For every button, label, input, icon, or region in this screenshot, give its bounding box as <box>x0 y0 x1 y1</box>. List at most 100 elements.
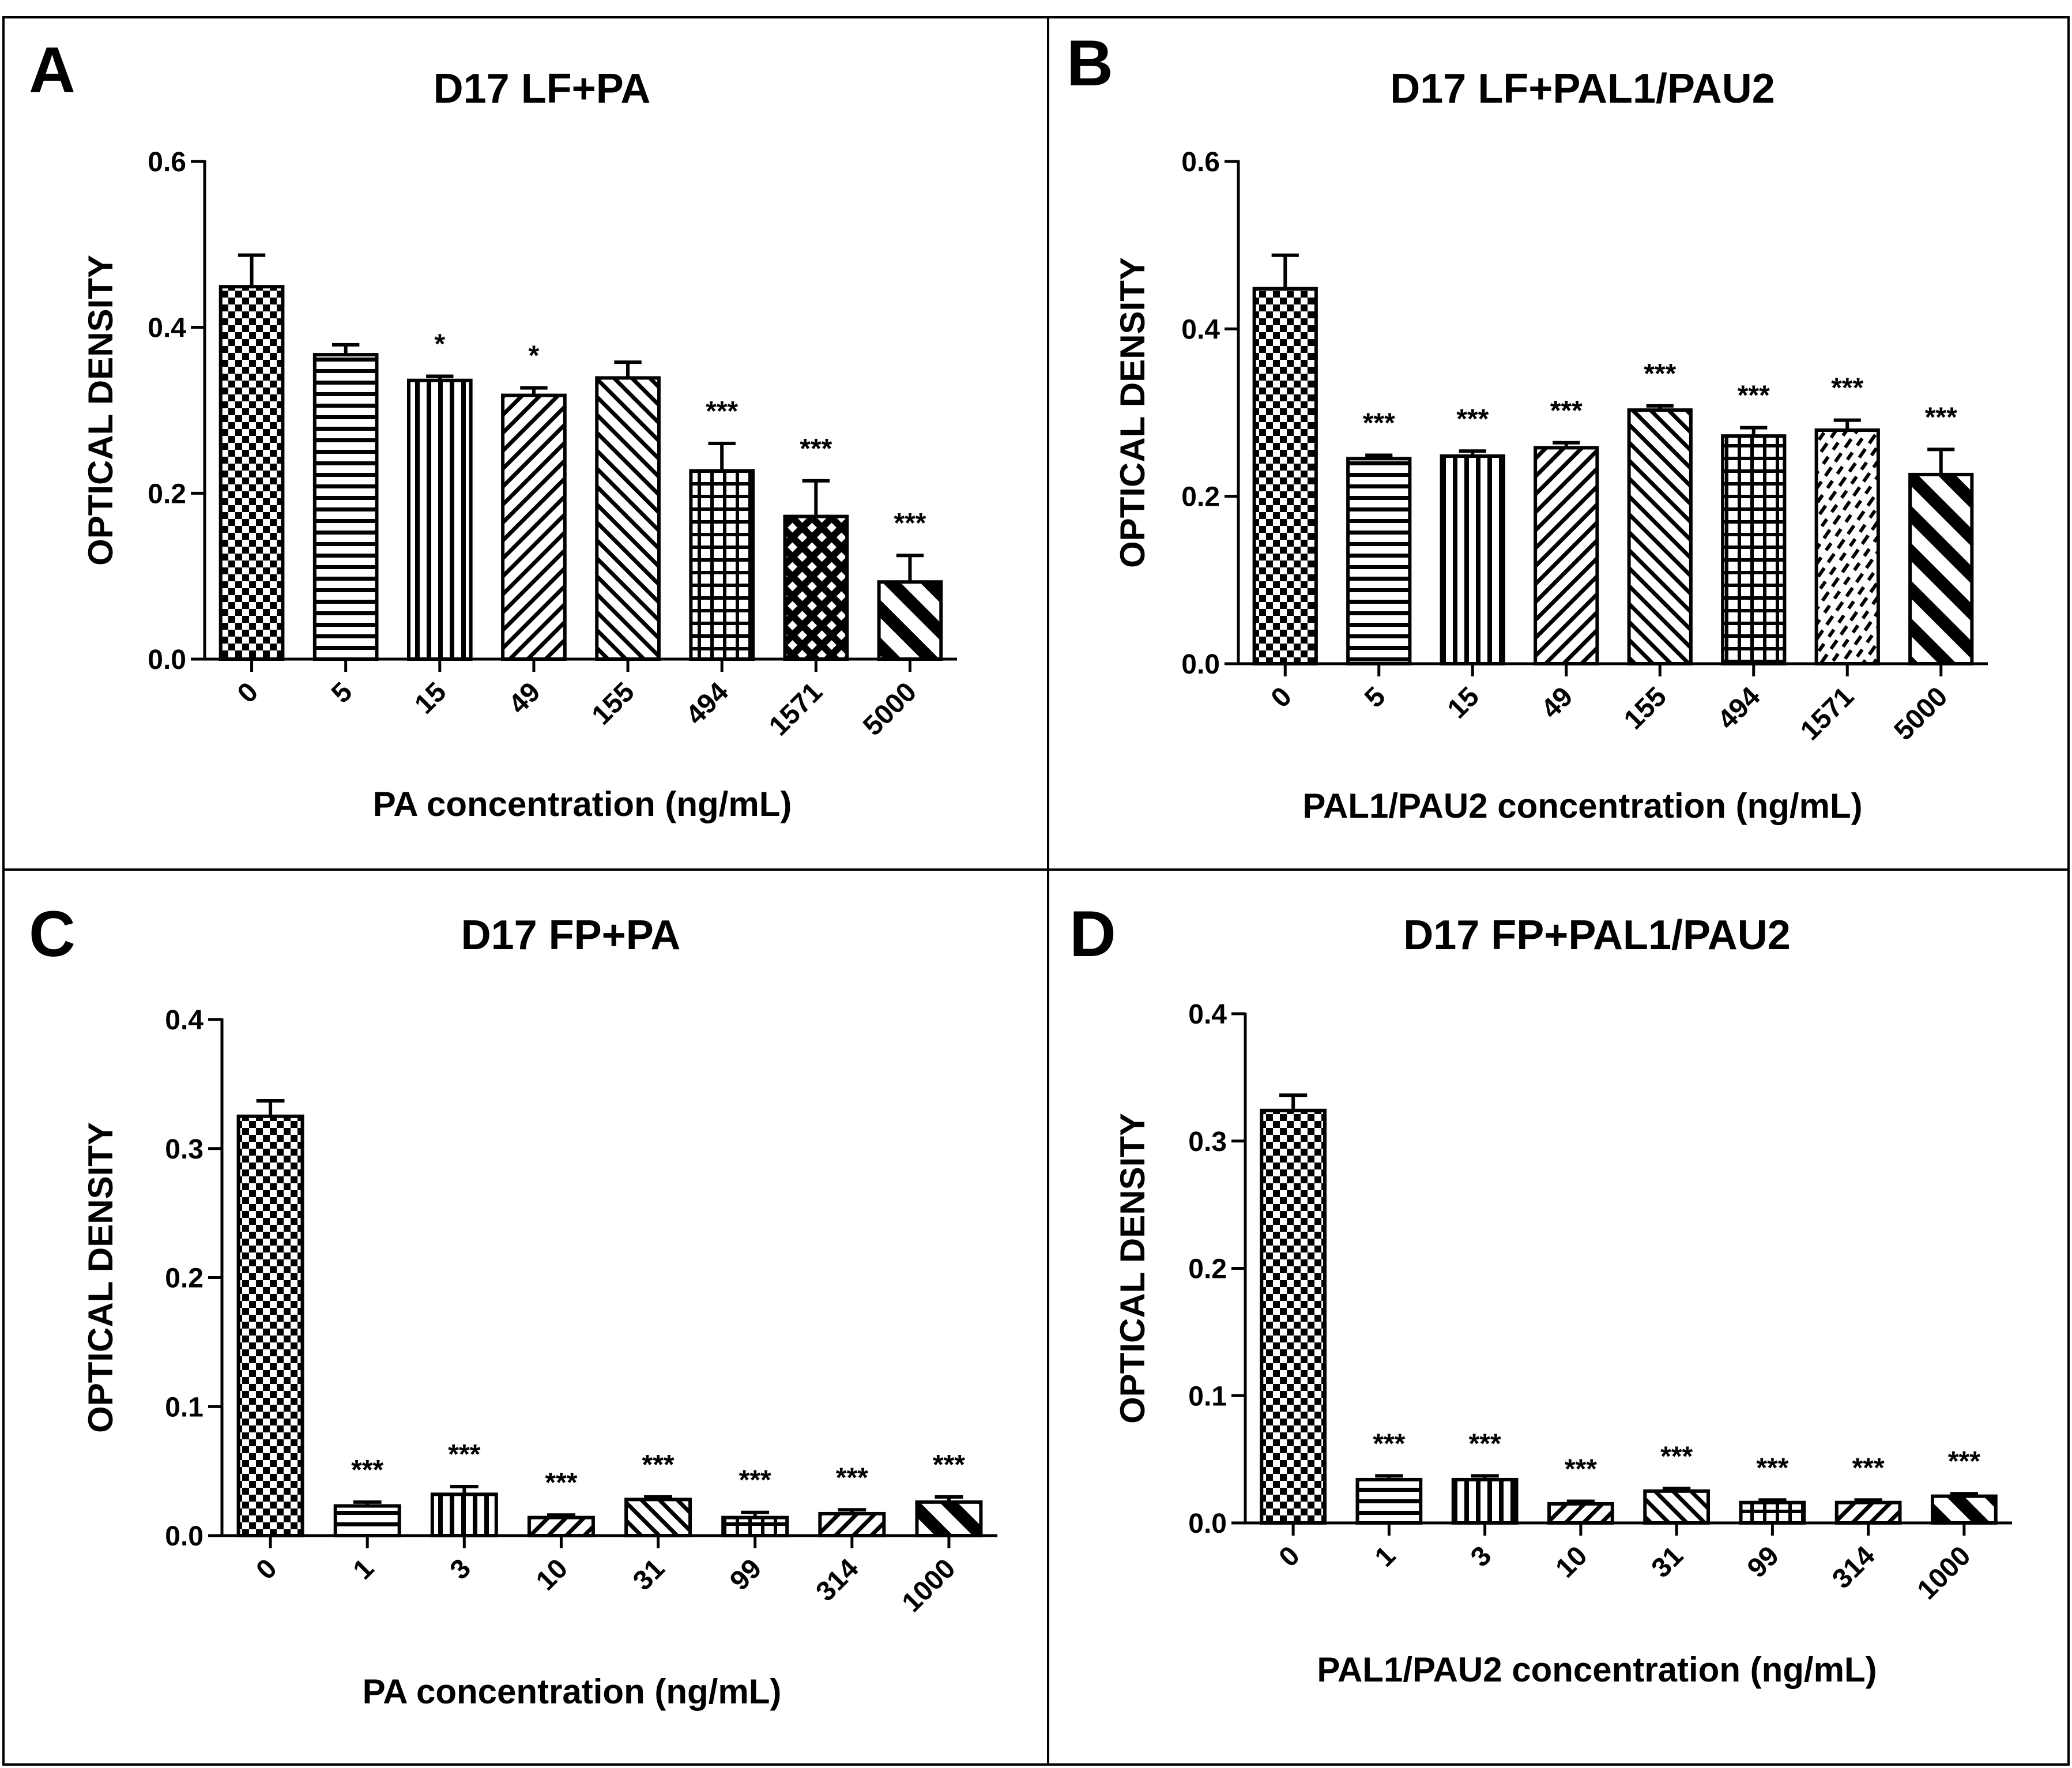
y-tick-label: 0.0 <box>148 645 186 675</box>
y-tick-label: 0.4 <box>148 313 186 344</box>
x-tick-label: 155 <box>1618 681 1672 735</box>
panel-letter: D <box>1069 898 1116 970</box>
y-tick-label: 0.0 <box>1188 1509 1227 1539</box>
bar <box>218 285 285 661</box>
significance-label: *** <box>933 1450 965 1480</box>
x-tick-label: 5000 <box>857 676 922 742</box>
significance-label: * <box>434 329 445 360</box>
bar <box>333 1504 401 1538</box>
bar <box>312 353 379 661</box>
x-axis-title: PA concentration (ng/mL) <box>363 1672 782 1711</box>
significance-label: *** <box>351 1455 383 1485</box>
bar <box>1451 1477 1519 1525</box>
panel-letter: B <box>1067 27 1113 99</box>
x-tick-label: 10 <box>1550 1540 1593 1583</box>
bar <box>1739 1500 1806 1525</box>
bar <box>1643 1489 1710 1525</box>
y-axis-title: OPTICAL DENSITY <box>81 255 120 566</box>
significance-label: *** <box>448 1439 480 1470</box>
bar <box>689 469 755 661</box>
significance-label: *** <box>1756 1453 1788 1483</box>
bar <box>783 514 849 661</box>
y-axis-title: OPTICAL DENSITY <box>81 1122 120 1433</box>
significance-label: * <box>529 341 540 371</box>
significance-label: *** <box>706 396 738 427</box>
significance-label: *** <box>1738 381 1770 411</box>
x-tick-label: 3 <box>1465 1540 1497 1573</box>
significance-label: *** <box>545 1468 577 1498</box>
bar <box>818 1511 886 1537</box>
y-tick-label: 0.1 <box>165 1392 204 1423</box>
bar <box>501 393 567 661</box>
x-tick-label: 15 <box>1442 681 1485 724</box>
significance-label: *** <box>1925 402 1957 432</box>
x-tick-label: 1 <box>348 1553 380 1585</box>
panel-letter: C <box>29 898 76 970</box>
y-tick-label: 0.0 <box>1181 649 1220 680</box>
x-tick-label: 3 <box>444 1553 477 1585</box>
x-tick-label: 1000 <box>1912 1540 1977 1605</box>
significance-label: *** <box>800 434 832 464</box>
bar <box>1440 454 1505 666</box>
x-tick-label: 494 <box>1712 681 1766 735</box>
significance-label: *** <box>1831 373 1863 404</box>
bar <box>1931 1494 1998 1525</box>
x-tick-label: 5 <box>326 676 358 709</box>
y-tick-label: 0.2 <box>165 1263 204 1294</box>
x-tick-label: 0 <box>1274 1540 1306 1573</box>
x-tick-label: 31 <box>1646 1540 1689 1583</box>
bar <box>1355 1477 1423 1525</box>
bar <box>721 1515 789 1538</box>
significance-label: *** <box>1660 1441 1693 1472</box>
panel-letter: A <box>29 34 76 106</box>
x-tick-label: 99 <box>724 1553 767 1596</box>
x-tick-label: 0 <box>232 676 264 709</box>
bar <box>1721 434 1787 665</box>
bar <box>1627 408 1693 666</box>
x-tick-label: 0 <box>250 1553 282 1585</box>
significance-label: *** <box>1550 396 1583 426</box>
y-tick-label: 0.2 <box>1188 1254 1227 1285</box>
x-tick-label: 494 <box>680 676 734 731</box>
y-tick-label: 0.6 <box>1181 147 1220 178</box>
bar <box>1814 428 1880 665</box>
x-tick-label: 31 <box>627 1553 670 1596</box>
panel-title: D17 FP+PAL1/PAU2 <box>1403 912 1791 958</box>
bar <box>915 1500 983 1537</box>
x-tick-label: 0 <box>1265 681 1298 713</box>
bar <box>624 1498 692 1538</box>
significance-label: *** <box>1469 1428 1501 1459</box>
bar <box>877 580 943 661</box>
bar <box>1547 1502 1614 1525</box>
significance-label: *** <box>836 1462 868 1493</box>
significance-label: *** <box>1565 1454 1597 1484</box>
x-tick-label: 49 <box>503 676 546 720</box>
bar <box>1834 1500 1902 1525</box>
y-tick-label: 0.3 <box>165 1134 204 1165</box>
bar <box>1346 457 1412 665</box>
significance-label: *** <box>1852 1453 1885 1483</box>
panel-c: C D17 FP+PA 0.0 0.1 0.2 0.3 0.4 OPTICAL DENSITY… <box>29 898 997 1711</box>
x-tick-label: 10 <box>530 1553 574 1596</box>
y-tick-label: 0.0 <box>165 1521 204 1552</box>
panel-title: D17 LF+PAL1/PAU2 <box>1390 66 1775 112</box>
significance-label: *** <box>1948 1446 1980 1477</box>
x-tick-label: 155 <box>586 676 641 731</box>
x-tick-label: 49 <box>1535 681 1579 724</box>
x-axis-title: PA concentration (ng/mL) <box>373 785 792 823</box>
bar <box>1260 1108 1327 1525</box>
significance-label: *** <box>1644 359 1676 389</box>
figure-border <box>2 16 2070 1766</box>
x-tick-label: 15 <box>409 676 452 720</box>
panel-title: D17 FP+PA <box>461 912 681 958</box>
bar <box>430 1492 498 1537</box>
significance-label: *** <box>1456 404 1489 434</box>
significance-label: *** <box>1373 1428 1405 1459</box>
significance-label: *** <box>739 1465 771 1496</box>
bar <box>1534 446 1599 665</box>
x-tick-label: 1000 <box>896 1553 962 1618</box>
panel-b: B D17 LF+PAL1/PAU2 0.0 0.2 0.4 0.6 OPTICAL DEN… <box>1067 27 1988 825</box>
y-tick-label: 0.3 <box>1188 1127 1227 1157</box>
x-tick-label: 314 <box>1826 1540 1881 1594</box>
x-tick-label: 99 <box>1742 1540 1785 1583</box>
